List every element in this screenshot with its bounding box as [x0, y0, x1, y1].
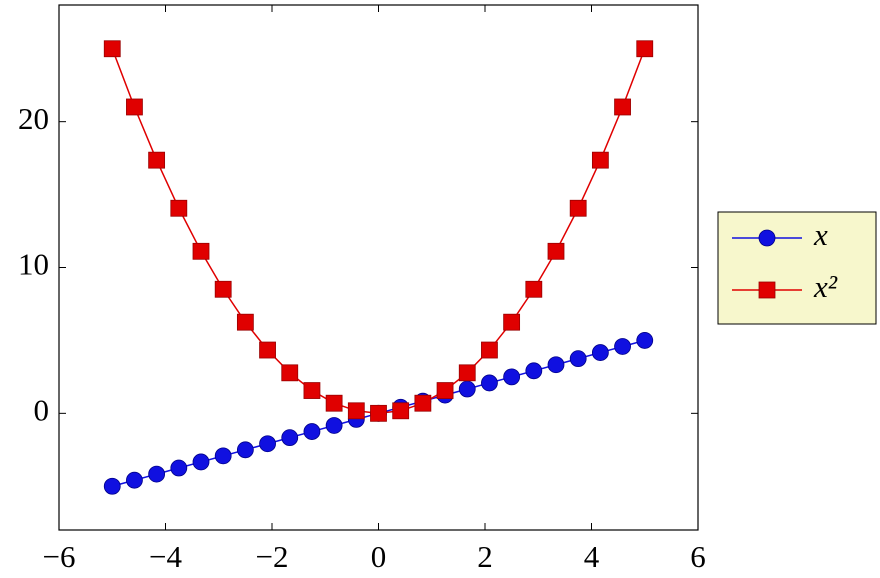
marker — [126, 471, 143, 489]
marker — [103, 477, 121, 495]
marker — [591, 151, 609, 169]
series-line — [111, 48, 646, 415]
legend-marker — [758, 281, 776, 299]
x-tick-label: 0 — [371, 539, 387, 574]
marker — [481, 341, 498, 359]
marker — [325, 417, 343, 434]
marker — [436, 382, 454, 399]
plot-frame — [58, 4, 699, 531]
marker — [614, 338, 631, 355]
marker — [259, 341, 276, 359]
marker — [614, 98, 631, 116]
marker — [214, 280, 232, 298]
legend-label: x² — [813, 269, 838, 304]
x-tick-label: −2 — [256, 539, 289, 574]
marker — [303, 382, 321, 399]
marker — [569, 199, 587, 217]
marker — [547, 242, 565, 260]
legend-label: x — [813, 217, 828, 252]
marker — [236, 313, 254, 331]
marker — [636, 332, 654, 349]
marker — [281, 364, 299, 382]
legend: x x² — [717, 211, 877, 325]
marker — [347, 402, 365, 420]
marker — [414, 394, 432, 412]
marker — [503, 368, 521, 386]
marker — [458, 364, 476, 382]
marker — [481, 374, 498, 392]
marker — [126, 98, 143, 116]
marker — [392, 402, 410, 420]
marker — [103, 40, 121, 58]
marker — [503, 313, 521, 331]
x-tick-label: −4 — [149, 539, 182, 574]
x-tick-label: 2 — [477, 539, 493, 574]
marker — [192, 242, 210, 260]
marker — [458, 380, 476, 398]
marker — [236, 441, 254, 459]
marker — [370, 404, 387, 422]
y-tick-label: 0 — [34, 392, 50, 427]
marker — [547, 356, 565, 374]
marker — [192, 453, 210, 471]
legend-box — [717, 211, 877, 325]
marker — [214, 447, 232, 465]
marker — [303, 423, 321, 440]
marker — [170, 459, 188, 477]
marker — [591, 344, 609, 361]
y-tick-label: 20 — [18, 101, 49, 136]
legend-marker — [758, 229, 776, 247]
x-tick-label: −6 — [43, 539, 76, 574]
y-tick-label: 10 — [18, 247, 49, 282]
x-tick-label: 6 — [690, 539, 706, 574]
marker — [259, 435, 276, 453]
marker — [525, 362, 543, 380]
marker — [170, 199, 188, 217]
marker — [148, 151, 166, 169]
marker — [325, 394, 343, 412]
marker — [525, 280, 543, 298]
marker — [569, 350, 587, 368]
marker — [636, 40, 654, 58]
marker — [281, 429, 299, 447]
marker — [148, 465, 166, 483]
x-tick-label: 4 — [584, 539, 600, 574]
